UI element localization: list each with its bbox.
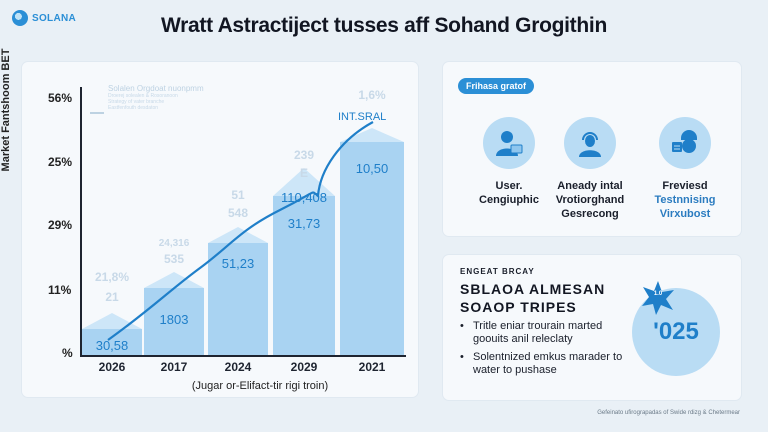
promo-title: SBLAOA ALMESAN SOAOP TRIPES bbox=[460, 280, 605, 316]
bar-2029[interactable] bbox=[273, 196, 335, 355]
ghost-label: 24,316 bbox=[158, 238, 190, 249]
brand-name: SOLANA bbox=[32, 12, 77, 24]
ghost-label: 548 bbox=[227, 206, 249, 220]
star-badge-icon bbox=[642, 281, 674, 315]
x-axis-title: (Jugar or-Elifact-tir rigi troin) bbox=[191, 380, 329, 392]
bar-2024[interactable] bbox=[208, 243, 268, 355]
bullet-item: Solentnized emkus marader to water to pu… bbox=[460, 351, 635, 377]
user-card-icon bbox=[483, 117, 535, 169]
y-tick: 11% bbox=[48, 283, 72, 297]
y-tick: 29% bbox=[48, 218, 73, 232]
bar-roof bbox=[208, 227, 268, 243]
persona-label: Vrotiorghand bbox=[555, 194, 625, 206]
persona-label: Cengiuphic bbox=[479, 194, 539, 206]
legend-swatch bbox=[90, 112, 104, 114]
bar-value: 31,73 bbox=[287, 216, 321, 231]
solana-logo-icon bbox=[12, 10, 28, 26]
ghost-label: 239 bbox=[293, 148, 315, 162]
helmet-document-icon bbox=[659, 117, 711, 169]
x-tick: 2026 bbox=[98, 360, 126, 374]
legend-line: Strategy of vater branche bbox=[108, 99, 165, 105]
bar-2021[interactable] bbox=[340, 142, 404, 355]
persona-user[interactable]: User. Cengiuphic bbox=[464, 117, 554, 207]
persona-label: Gesrecong bbox=[561, 208, 619, 220]
ghost-label: 51 bbox=[231, 188, 245, 202]
promo-bullets: Tritle eniar trourain marted goouits ani… bbox=[460, 320, 635, 382]
chart-legend: Solalen Orgdoat nuonpmm Droerej solealen… bbox=[90, 84, 220, 114]
persona-label: Aneady intal bbox=[557, 180, 623, 192]
persona-label: Testnnising bbox=[654, 194, 716, 206]
x-tick: 2017 bbox=[160, 360, 188, 374]
bar-value: 10,50 bbox=[355, 161, 389, 176]
persona-label: Freviesd bbox=[662, 180, 708, 192]
y-axis bbox=[80, 87, 82, 357]
ghost-label: 21,8% bbox=[94, 270, 130, 284]
brand-logo: SOLANA bbox=[12, 10, 76, 26]
user-headset-icon bbox=[564, 117, 616, 169]
footer-credit: Gefeinato ufirograpadas of Swide rdizg &… bbox=[597, 410, 740, 416]
legend-title: Solalen Orgdoat nuonpmm bbox=[108, 84, 204, 93]
persona-advisor[interactable]: Aneady intal Vrotiorghand Gesrecong bbox=[545, 117, 635, 221]
ghost-label: 535 bbox=[163, 252, 185, 266]
bar-roof bbox=[340, 128, 404, 142]
persona-tag[interactable]: Frihasa gratof bbox=[458, 78, 535, 94]
y-tick: % bbox=[62, 346, 73, 360]
persona-label: User. bbox=[495, 180, 523, 192]
bar-value: 1803 bbox=[159, 312, 189, 327]
x-tick: 2021 bbox=[358, 360, 386, 374]
promo-kicker: ENGEAT BRCAY bbox=[460, 267, 535, 276]
series-label: INT.SRAL bbox=[338, 111, 387, 123]
ghost-label: E bbox=[299, 166, 308, 180]
persona-label: Virxubost bbox=[659, 208, 711, 220]
x-tick: 2029 bbox=[290, 360, 318, 374]
x-axis bbox=[80, 355, 406, 357]
ghost-label: 1,6% bbox=[358, 88, 386, 102]
bullet-item: Tritle eniar trourain marted goouits ani… bbox=[460, 320, 635, 346]
y-tick: 25% bbox=[48, 155, 73, 169]
legend-line: Eastfenfouth desdaton bbox=[108, 105, 159, 111]
promo-title-line: SOAOP TRIPES bbox=[460, 299, 577, 315]
y-tick: 56% bbox=[48, 91, 73, 105]
big-number: '025 bbox=[653, 318, 699, 345]
page-title: Wratt Astractiject tusses aff Sohand Gro… bbox=[161, 14, 607, 37]
legend-line: Droerej solealen & Rosoranoon bbox=[108, 93, 178, 99]
star-badge-label: 1.0 bbox=[653, 291, 663, 297]
bar-value: 51,23 bbox=[221, 256, 255, 271]
ghost-label: 21 bbox=[105, 290, 119, 304]
persona-reviewer[interactable]: Freviesd Testnnising Virxubost bbox=[640, 117, 730, 221]
bar-2026[interactable] bbox=[82, 329, 142, 355]
x-tick: 2024 bbox=[224, 360, 252, 374]
bar-value: 30,58 bbox=[95, 338, 129, 353]
promo-title-line: SBLAOA ALMESAN bbox=[460, 281, 606, 297]
bar-2017[interactable] bbox=[144, 288, 204, 355]
